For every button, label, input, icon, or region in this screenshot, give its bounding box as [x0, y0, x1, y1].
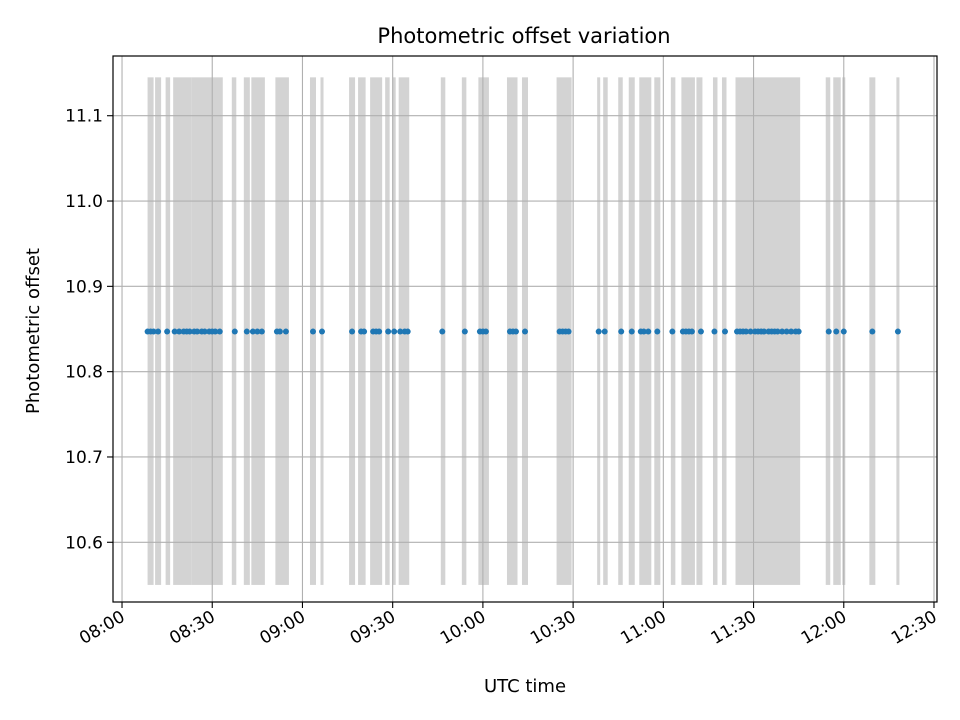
data-point-86: [825, 328, 832, 335]
data-point-40: [461, 328, 468, 335]
data-point-64: [688, 328, 695, 335]
data-point-38: [404, 328, 411, 335]
points-layer: [144, 328, 901, 335]
data-point-67: [721, 328, 728, 335]
data-point-19: [243, 328, 250, 335]
data-point-87: [833, 328, 840, 335]
data-point-76: [761, 328, 768, 335]
x-tick-label-9: 12:30: [888, 607, 940, 649]
x-tick-label-4: 10:00: [437, 607, 489, 649]
data-point-2: [150, 328, 157, 335]
data-point-9: [186, 328, 193, 335]
data-point-36: [397, 328, 404, 335]
data-point-59: [654, 328, 661, 335]
data-point-52: [595, 328, 602, 335]
data-point-30: [361, 328, 368, 335]
x-tick-label-7: 11:30: [708, 607, 760, 649]
data-point-11: [194, 328, 201, 335]
plot-frame: [112, 55, 938, 603]
data-point-21: [254, 328, 261, 335]
chart-title: Photometric offset variation: [377, 24, 670, 48]
data-point-82: [783, 328, 790, 335]
y-tick-label-3: 10.9: [65, 277, 103, 297]
data-point-28: [349, 328, 356, 335]
data-point-88: [840, 328, 847, 335]
data-point-89: [869, 328, 876, 335]
y-tick-label-4: 11.0: [65, 192, 103, 212]
y-tick-label-2: 10.8: [65, 363, 103, 383]
data-point-20: [249, 328, 256, 335]
data-point-16: [212, 328, 219, 335]
data-point-53: [601, 328, 608, 335]
y-tick-label-5: 11.1: [65, 107, 103, 127]
data-point-60: [669, 328, 676, 335]
data-point-24: [276, 328, 283, 335]
data-point-66: [711, 328, 718, 335]
data-point-47: [522, 328, 528, 335]
data-point-81: [779, 328, 786, 335]
grid-layer: [113, 56, 937, 602]
x-tick-label-0: 08:00: [76, 607, 128, 649]
data-point-33: [376, 328, 383, 335]
data-point-17: [216, 328, 223, 335]
data-point-34: [385, 328, 392, 335]
x-tick-label-3: 09:30: [347, 607, 399, 649]
data-point-55: [628, 328, 635, 335]
y-axis-label: Photometric offset: [23, 248, 44, 414]
data-point-4: [164, 328, 171, 335]
data-point-26: [309, 328, 316, 335]
data-point-43: [482, 328, 489, 335]
data-point-58: [645, 328, 652, 335]
x-tick-label-8: 12:00: [798, 607, 850, 649]
data-point-71: [743, 328, 750, 335]
data-point-90: [894, 328, 901, 335]
data-point-22: [258, 328, 265, 335]
data-point-83: [788, 328, 795, 335]
data-point-35: [391, 328, 398, 335]
data-point-27: [319, 328, 326, 335]
data-point-18: [231, 328, 238, 335]
data-point-72: [747, 328, 754, 335]
data-point-51: [565, 328, 572, 335]
data-point-46: [512, 328, 519, 335]
data-point-80: [774, 328, 781, 335]
x-tick-label-1: 08:30: [166, 607, 218, 649]
data-point-57: [640, 328, 647, 335]
data-point-5: [171, 328, 178, 335]
data-point-3: [155, 328, 162, 335]
x-axis-label: UTC time: [484, 676, 566, 697]
data-point-25: [282, 328, 289, 335]
y-tick-label-0: 10.6: [65, 533, 103, 553]
data-point-39: [439, 328, 446, 335]
x-tick-label-5: 10:30: [527, 607, 579, 649]
data-point-85: [795, 328, 802, 335]
data-point-6: [176, 328, 183, 335]
data-point-54: [618, 328, 625, 335]
data-point-65: [697, 328, 704, 335]
x-tick-label-2: 09:00: [257, 607, 309, 649]
data-point-13: [201, 328, 208, 335]
x-tick-label-6: 11:00: [617, 607, 669, 649]
y-tick-label-1: 10.7: [65, 448, 103, 468]
